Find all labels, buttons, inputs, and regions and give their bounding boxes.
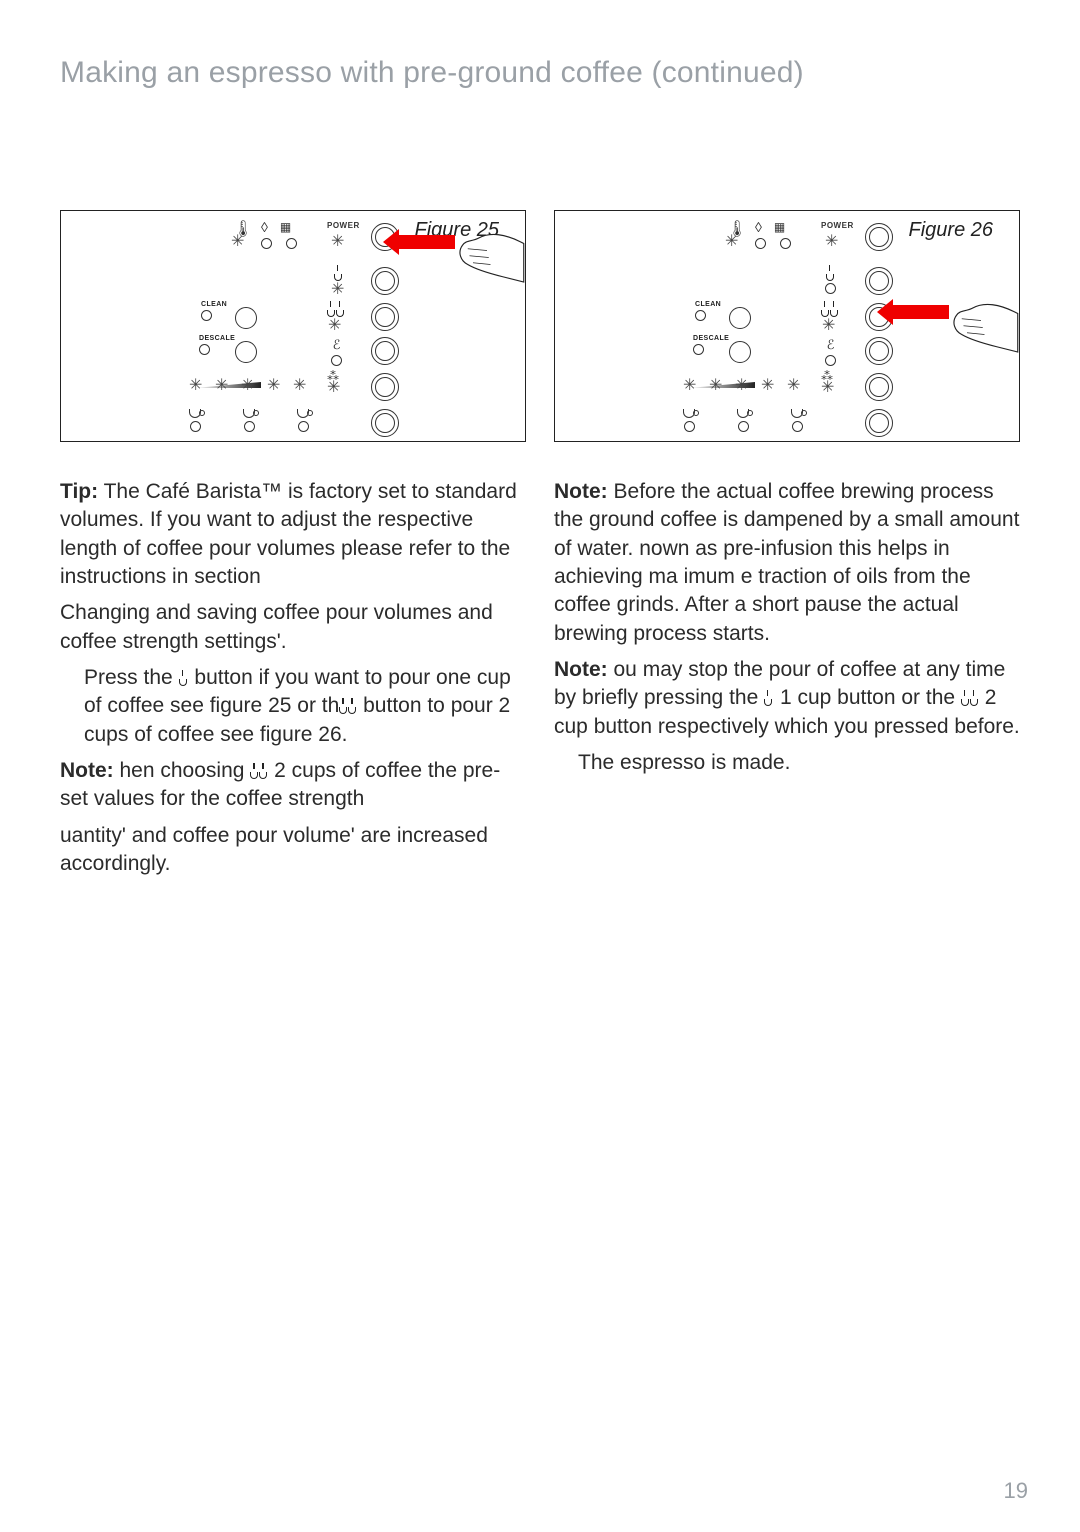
indicator-icon: [261, 238, 272, 249]
tip-label: Tip:: [60, 480, 98, 503]
sun-icon: [709, 379, 725, 395]
left-body-text: Tip: The Café Barista™ is factory set to…: [60, 478, 526, 878]
one-cup-button-icon: [865, 267, 893, 295]
sun-icon: [331, 283, 347, 299]
sun-icon: [189, 379, 205, 395]
power-label: POWER: [327, 221, 360, 230]
descale-button-icon: [729, 341, 751, 363]
size-button-icon: [865, 409, 893, 437]
power-button-icon: [865, 223, 893, 251]
cup-icon: [243, 409, 255, 418]
one-cup-icon: [764, 690, 774, 706]
sun-icon: [331, 235, 347, 251]
note1-a: hen choosing: [114, 759, 251, 782]
content-columns: Figure 25 🌡 ◊ ▦ POWER: [60, 210, 1020, 886]
two-cup-icon: [339, 698, 357, 714]
two-cup-icon: [250, 763, 268, 779]
one-cup-icon: [826, 265, 836, 281]
strength-button-icon: [865, 373, 893, 401]
figure-26-box: Figure 26 🌡 ◊ ▦ POWER: [554, 210, 1020, 442]
cup-icon: [737, 409, 749, 418]
indicator-icon: [792, 421, 803, 432]
indicator-icon: [738, 421, 749, 432]
strength-button-icon: [371, 373, 399, 401]
sun-icon: [293, 379, 309, 395]
note-label: Note:: [554, 658, 608, 681]
sun-icon: [822, 319, 838, 335]
sun-icon: [761, 379, 777, 395]
one-cup-icon: [179, 670, 189, 686]
sun-icon: [735, 379, 751, 395]
sun-icon: [215, 379, 231, 395]
steam-button-icon: [865, 337, 893, 365]
note-label: Note:: [554, 480, 608, 503]
note2-text: Before the actual coffee brewing process…: [554, 480, 1019, 645]
indicator-icon: [780, 238, 791, 249]
indicator-icon: [331, 355, 342, 366]
two-cup-icon: [961, 690, 979, 706]
step-text-a: Press the: [84, 666, 173, 689]
one-cup-button-icon: [371, 267, 399, 295]
cup-icon: [683, 409, 695, 418]
drop-icon: ◊: [755, 219, 762, 235]
power-label: POWER: [821, 221, 854, 230]
page-number: 19: [1004, 1478, 1028, 1504]
descale-label: DESCALE: [199, 335, 235, 342]
note3-b: 1 cup button or the: [780, 686, 961, 709]
descale-button-icon: [235, 341, 257, 363]
indicator-icon: [684, 421, 695, 432]
indicator-icon: [825, 283, 836, 294]
sun-icon: [787, 379, 803, 395]
cup-icon: [297, 409, 309, 418]
size-button-icon: [371, 409, 399, 437]
descale-label: DESCALE: [693, 335, 729, 342]
drop-icon: ◊: [261, 219, 268, 235]
page-title: Making an espresso with pre-ground coffe…: [60, 56, 1020, 90]
right-column: Figure 26 🌡 ◊ ▦ POWER: [554, 210, 1020, 886]
right-body-text: Note: Before the actual coffee brewing p…: [554, 478, 1020, 777]
indicator-icon: [190, 421, 201, 432]
left-column: Figure 25 🌡 ◊ ▦ POWER: [60, 210, 526, 886]
steam-icon: ℰ: [333, 337, 341, 353]
indicator-icon: [755, 238, 766, 249]
note1-c: uantity' and coffee pour volume' are inc…: [60, 822, 526, 879]
sun-icon: [327, 381, 343, 397]
indicator-icon: [244, 421, 255, 432]
clean-button-icon: [729, 307, 751, 329]
steam-icon: ℰ: [827, 337, 835, 353]
tip-text: The Café Barista™ is factory set to stan…: [60, 480, 517, 588]
indicator-icon: [199, 344, 210, 355]
indicator-icon: [286, 238, 297, 249]
note-label: Note:: [60, 759, 114, 782]
sun-icon: [267, 379, 283, 395]
indicator-icon: [693, 344, 704, 355]
indicator-icon: [298, 421, 309, 432]
sun-icon: [821, 381, 837, 397]
cup-icon: [791, 409, 803, 418]
sun-icon: [328, 319, 344, 335]
sun-icon: [231, 235, 247, 251]
clean-label: CLEAN: [695, 301, 721, 308]
two-cup-button-icon: [371, 303, 399, 331]
indicator-icon: [201, 310, 212, 321]
sun-icon: [825, 235, 841, 251]
sun-icon: [725, 235, 741, 251]
hand-icon: [929, 289, 1019, 359]
indicator-icon: [695, 310, 706, 321]
steam-button-icon: [371, 337, 399, 365]
figure-25-box: Figure 25 🌡 ◊ ▦ POWER: [60, 210, 526, 442]
cup-icon: [189, 409, 201, 418]
hand-icon: [435, 219, 525, 289]
sun-icon: [241, 379, 257, 395]
final-line: The espresso is made.: [554, 749, 1020, 777]
sun-icon: [683, 379, 699, 395]
grid-icon: ▦: [280, 220, 291, 234]
clean-label: CLEAN: [201, 301, 227, 308]
clean-button-icon: [235, 307, 257, 329]
tip-line-2: Changing and saving coffee pour volumes …: [60, 599, 526, 656]
indicator-icon: [825, 355, 836, 366]
grid-icon: ▦: [774, 220, 785, 234]
